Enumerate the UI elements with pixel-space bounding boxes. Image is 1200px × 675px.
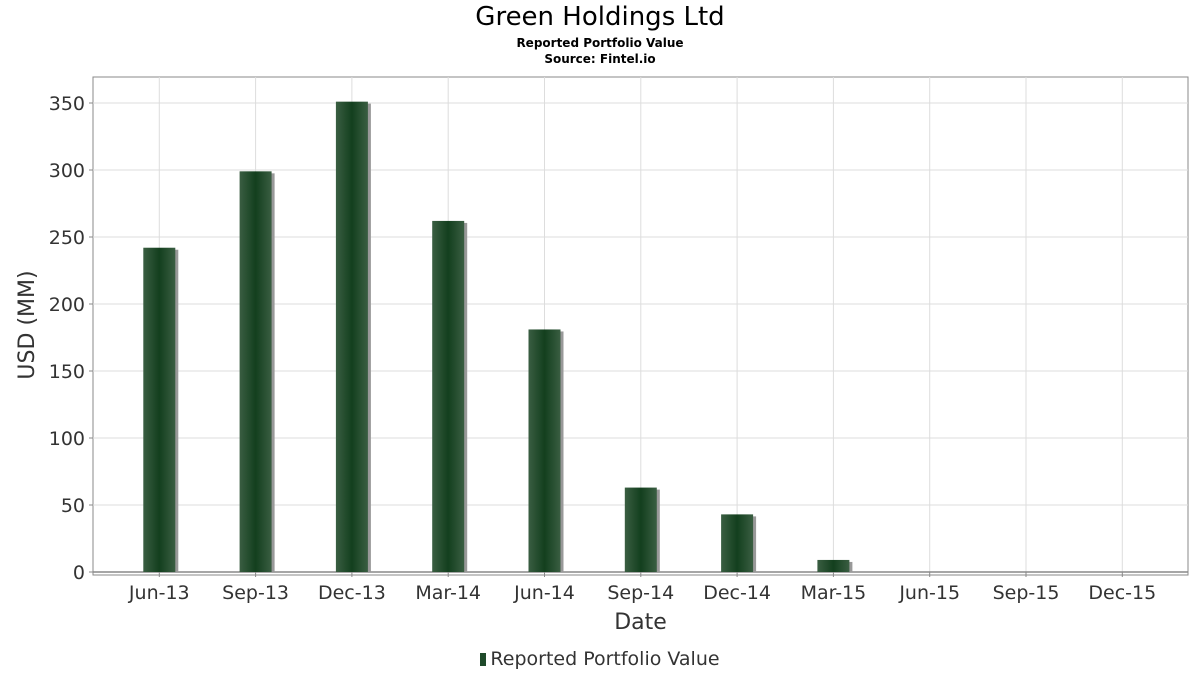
bar (817, 559, 850, 572)
bar (143, 247, 176, 572)
x-tick-label: Sep-14 (607, 582, 674, 604)
y-tick-label: 350 (49, 93, 85, 115)
legend-swatch (480, 653, 487, 666)
y-tick-label: 150 (49, 361, 85, 383)
bar (239, 171, 272, 572)
chart-subtitle: Reported Portfolio Value (516, 36, 684, 50)
y-tick-label: 0 (73, 562, 85, 584)
x-tick-label: Sep-13 (222, 582, 289, 604)
x-tick-label: Jun-14 (513, 582, 575, 604)
legend: Reported Portfolio Value (0, 648, 1200, 670)
x-tick-label: Jun-15 (898, 582, 960, 604)
bar (528, 329, 561, 572)
y-tick-label: 100 (49, 428, 85, 450)
x-axis-label: Date (614, 610, 667, 635)
x-tick-label: Mar-14 (415, 582, 481, 604)
x-tick-label: Dec-14 (703, 582, 771, 604)
x-tick-label: Sep-15 (993, 582, 1060, 604)
chart-title: Green Holdings Ltd (475, 2, 725, 32)
y-axis-label: USD (MM) (15, 270, 40, 379)
bar (432, 220, 465, 573)
bar (721, 514, 754, 572)
y-tick-label: 200 (49, 294, 85, 316)
y-tick-label: 50 (61, 495, 85, 517)
x-tick-label: Dec-13 (318, 582, 386, 604)
x-tick-label: Jun-13 (128, 582, 190, 604)
bar (335, 101, 368, 572)
x-tick-label: Mar-15 (801, 582, 867, 604)
x-tick-label: Dec-15 (1088, 582, 1156, 604)
chart-source: Source: Fintel.io (544, 52, 656, 66)
y-tick-label: 250 (49, 227, 85, 249)
bar (624, 487, 657, 572)
legend-label: Reported Portfolio Value (490, 648, 720, 670)
y-tick-label: 300 (49, 160, 85, 182)
